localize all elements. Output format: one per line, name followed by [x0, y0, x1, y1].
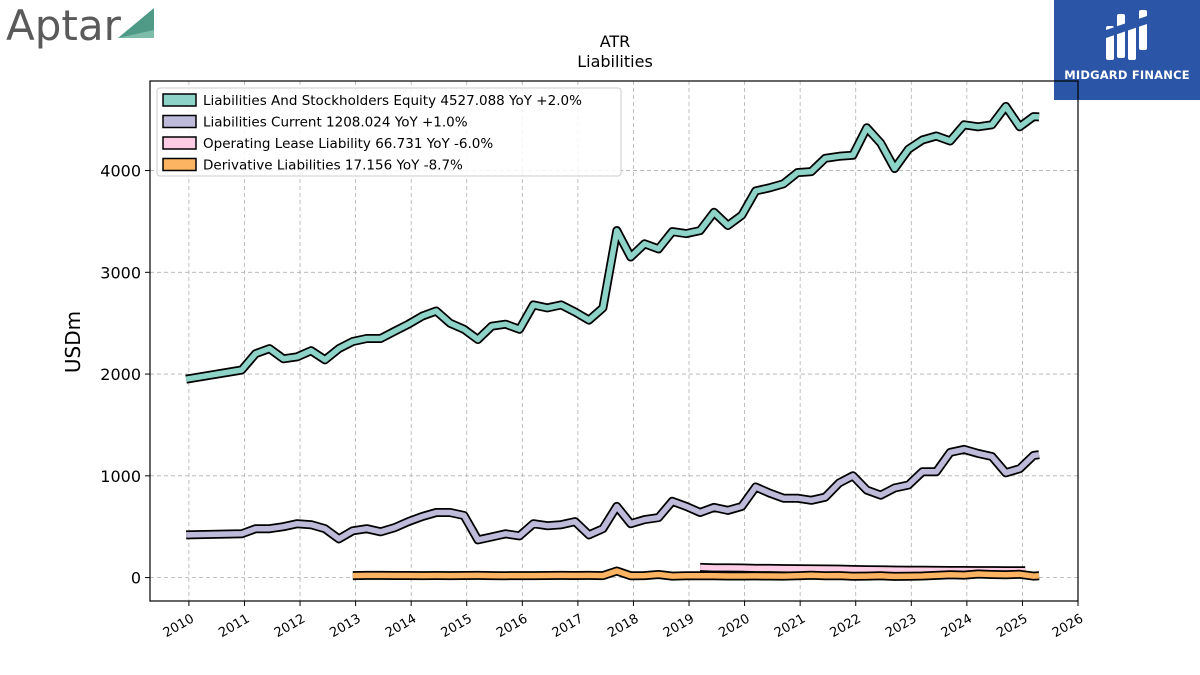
chart-subtitle: Liabilities	[577, 52, 653, 71]
legend-entry-label: Operating Lease Liability 66.731 YoY -6.…	[203, 136, 493, 152]
y-tick-label: 3000	[100, 263, 141, 282]
legend-box	[156, 87, 622, 177]
legend-entry-label: Liabilities And Stockholders Equity 4527…	[203, 93, 582, 109]
y-axis-label: USDm	[61, 311, 85, 373]
x-tick-label: 2012	[272, 611, 308, 641]
company-logo-text: Aptar	[6, 1, 121, 50]
legend-swatch	[162, 136, 197, 150]
series-line-derivative-liabilities	[352, 568, 1040, 580]
legend-entry-label: Derivative Liabilities 17.156 YoY -8.7%	[203, 158, 463, 174]
legend-entry-label: Liabilities Current 1208.024 YoY +1.0%	[203, 115, 468, 131]
x-tick-label: 2016	[494, 611, 530, 641]
legend-swatch	[162, 114, 197, 129]
x-tick-label: 2015	[439, 611, 475, 641]
x-tick-label: 2025	[994, 611, 1030, 641]
sponsor-logo-mark-icon	[1106, 10, 1147, 60]
series-line-liabilities-and-stockholders-equity	[185, 103, 1040, 382]
company-logo: Aptar	[6, 2, 166, 50]
x-tick-label: 2010	[161, 611, 197, 641]
series-lines	[185, 101, 1040, 581]
series-line-liabilities-current	[186, 446, 1040, 543]
y-tick-label: 1000	[100, 467, 141, 486]
x-tick-label: 2017	[550, 611, 586, 641]
company-logo-mark-icon	[118, 8, 154, 38]
y-tick-label: 2000	[100, 365, 141, 384]
sponsor-logo-text: MIDGARD FINANCE	[1064, 68, 1190, 82]
x-tick-label: 2022	[828, 611, 864, 641]
chart-title: ATR	[600, 32, 631, 51]
x-tick-label: 2020	[716, 611, 752, 641]
legend-swatch	[162, 157, 197, 172]
plot-frame	[149, 80, 1079, 602]
x-ticks: 2010 2011 2012 2013 2014 2015 2016 2017 2018 2019…	[161, 601, 1086, 641]
x-tick-label: 2024	[939, 611, 975, 641]
y-tick-label: 0	[131, 569, 141, 588]
x-tick-label: 2021	[772, 611, 808, 641]
x-tick-label: 2018	[605, 611, 641, 641]
legend-swatch	[162, 93, 197, 107]
x-tick-label: 2014	[383, 611, 419, 641]
x-tick-label: 2011	[216, 611, 252, 641]
legend: Liabilities And Stockholders Equity 4527…	[156, 87, 622, 177]
x-tick-label: 2023	[883, 611, 919, 641]
y-ticks: 0 1000 2000 3000 4000	[100, 162, 150, 588]
x-tick-label: 2013	[327, 611, 363, 641]
x-tick-label: 2019	[661, 611, 697, 641]
y-tick-label: 4000	[100, 162, 141, 181]
x-tick-label: 2026	[1050, 611, 1086, 641]
